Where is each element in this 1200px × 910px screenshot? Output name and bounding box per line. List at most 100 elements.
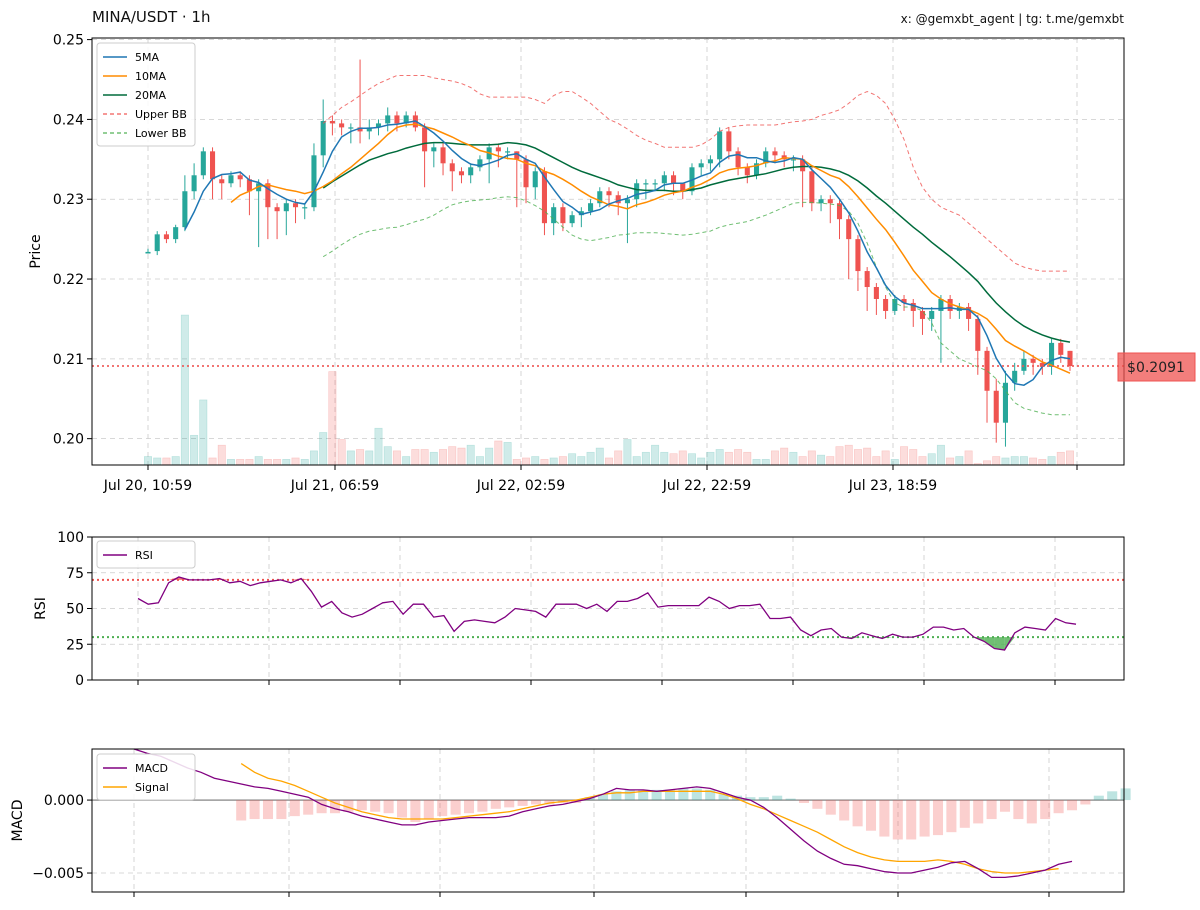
candle-body	[827, 199, 833, 204]
macd-histogram-bar	[959, 800, 970, 828]
signal-line	[240, 763, 1059, 874]
candle-body	[680, 183, 686, 192]
candle-body	[532, 171, 538, 188]
candle-body	[551, 207, 557, 224]
candle-body	[993, 390, 999, 423]
volume-bar	[752, 459, 761, 465]
volume-bar	[789, 451, 798, 465]
macd-histogram-bar	[879, 800, 890, 837]
macd-histogram-bar	[1013, 800, 1024, 820]
volume-bar	[374, 427, 383, 465]
candle-body	[1049, 342, 1055, 367]
macd-histogram-bar	[544, 800, 555, 805]
volume-bar	[503, 442, 512, 465]
candle-body	[246, 179, 252, 192]
volume-bar	[226, 459, 235, 465]
candle-body	[514, 151, 520, 160]
volume-bar	[319, 432, 328, 465]
current-price-tag: $0.2091	[1117, 352, 1196, 382]
candle-body	[1058, 342, 1064, 355]
volume-bar	[946, 457, 955, 465]
candle-body	[763, 151, 769, 164]
candle-body	[283, 203, 289, 212]
volume-bar	[263, 459, 272, 465]
macd-panel-frame	[91, 748, 1125, 893]
volume-bar	[420, 449, 429, 465]
candle-body	[901, 298, 907, 303]
volume-bar	[402, 456, 411, 465]
candle-body	[707, 159, 713, 164]
legend-label: Lower BB	[135, 127, 187, 140]
legend-label: Upper BB	[135, 108, 187, 121]
volume-bar	[900, 446, 909, 465]
candle-body	[984, 350, 990, 391]
volume-bar	[881, 450, 890, 465]
candle-body	[145, 251, 151, 254]
volume-bar	[217, 444, 226, 465]
volume-bar	[1010, 456, 1019, 465]
volume-bar	[1047, 456, 1056, 465]
macd-histogram-bar	[691, 788, 702, 801]
volume-bar	[245, 459, 254, 465]
y-tick-label: 0.23	[53, 192, 84, 208]
candle-body	[883, 298, 889, 311]
volume-bar	[439, 449, 448, 465]
volume-bar	[448, 446, 457, 465]
candle-body	[1021, 358, 1027, 371]
macd-histogram-bar	[946, 800, 957, 833]
candle-body	[200, 151, 206, 176]
candle-body	[219, 179, 225, 184]
macd-histogram-bar	[249, 800, 260, 820]
volume-bar	[863, 447, 872, 465]
volume-bar	[964, 450, 973, 465]
candle-body	[569, 215, 575, 224]
candle-body	[744, 167, 750, 176]
volume-bar	[715, 449, 724, 465]
volume-bar	[909, 449, 918, 465]
y-tick-label: 75	[66, 566, 84, 582]
candle-body	[966, 306, 972, 319]
candle-body	[311, 155, 317, 208]
macd-histogram-bar	[745, 797, 756, 801]
price-axis-label: Price	[28, 234, 44, 268]
macd-histogram-bar	[906, 800, 917, 840]
macd-axis-label: MACD	[10, 800, 26, 842]
macd-histogram-bar	[1080, 800, 1091, 805]
candle-body	[836, 203, 843, 220]
volume-bar	[641, 451, 650, 465]
candle-body	[385, 115, 391, 124]
candle-body	[403, 115, 409, 124]
candle-body	[375, 123, 382, 128]
macd-histogram-bar	[504, 800, 515, 808]
y-tick-label: 0.000	[44, 793, 84, 809]
y-tick-label: 0.20	[53, 432, 84, 448]
volume-bar	[706, 451, 715, 465]
volume-bar	[890, 459, 899, 465]
volume-bar	[457, 447, 466, 465]
volume-bar	[144, 456, 152, 465]
macd-histogram-bar	[410, 800, 421, 822]
candle-body	[329, 121, 335, 124]
candle-body	[357, 127, 363, 132]
volume-bar	[623, 439, 632, 465]
rsi-oversold-fill	[984, 637, 995, 649]
volume-bar	[190, 434, 199, 465]
ma20-line	[322, 141, 1071, 343]
candle-body	[228, 175, 234, 184]
candle-body	[468, 167, 474, 176]
volume-bar	[162, 457, 171, 465]
macd-histogram-bar	[664, 789, 676, 801]
candle-body	[947, 298, 953, 311]
upper-bb-line	[322, 75, 1070, 272]
y-tick-label: 0.24	[53, 112, 84, 128]
volume-bar	[651, 444, 660, 465]
macd-histogram-bar	[530, 800, 542, 805]
volume-bar	[614, 450, 623, 465]
volume-bar	[494, 440, 503, 465]
rsi-axis-label: RSI	[33, 597, 49, 620]
volume-bar	[411, 449, 420, 465]
volume-bar	[983, 460, 992, 465]
volume-bar	[660, 451, 669, 465]
volume-bar	[724, 451, 733, 465]
